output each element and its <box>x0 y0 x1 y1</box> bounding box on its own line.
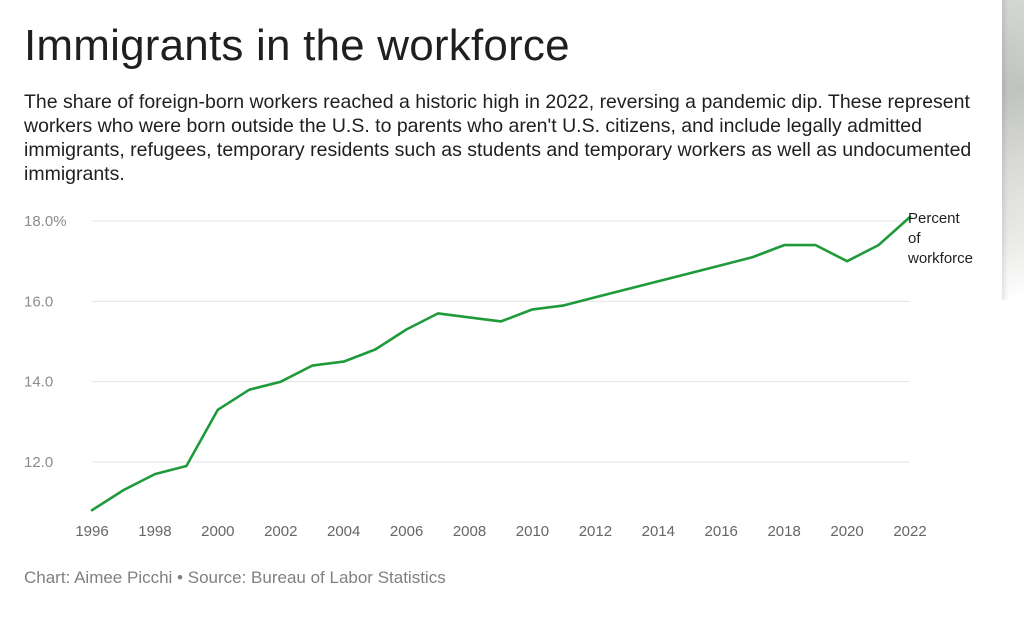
data-point <box>751 255 755 259</box>
x-tick-label: 2020 <box>830 523 863 540</box>
data-point <box>247 388 251 392</box>
series-group <box>90 215 912 512</box>
adjacent-image-edge <box>1002 0 1024 300</box>
chart-subtitle: The share of foreign-born workers reache… <box>24 91 972 185</box>
data-point <box>184 464 188 468</box>
data-point <box>90 508 94 512</box>
x-tick-label: 2002 <box>264 523 297 540</box>
data-point <box>719 263 723 267</box>
series-label: Percent <box>908 210 961 227</box>
x-tick-label: 1998 <box>138 523 171 540</box>
data-point <box>216 408 220 412</box>
data-point <box>153 472 157 476</box>
data-point <box>814 243 818 247</box>
data-point <box>342 360 346 364</box>
data-point <box>405 327 409 331</box>
data-point <box>436 311 440 315</box>
x-tick-label: 2012 <box>579 523 612 540</box>
series-label: of <box>908 230 921 247</box>
y-axis-ticks: 12.0 14.0 16.0 18.0% <box>24 213 67 471</box>
x-tick-label: 2016 <box>705 523 738 540</box>
x-tick-label: 2008 <box>453 523 486 540</box>
data-point <box>530 307 534 311</box>
data-point <box>688 271 692 275</box>
data-point <box>373 348 377 352</box>
x-tick-label: 2000 <box>201 523 234 540</box>
series-line-percent-of-workforce <box>90 215 912 512</box>
y-tick-label: 12.0 <box>24 454 53 471</box>
data-point <box>656 279 660 283</box>
x-tick-label: 1996 <box>75 523 108 540</box>
y-tick-label: 16.0 <box>24 293 53 310</box>
chart-title: Immigrants in the workforce <box>24 21 570 70</box>
x-tick-label: 2014 <box>642 523 675 540</box>
x-tick-label: 2004 <box>327 523 360 540</box>
chart-credit: Chart: Aimee Picchi • Source: Bureau of … <box>24 568 446 587</box>
data-point <box>625 287 629 291</box>
x-tick-label: 2018 <box>767 523 800 540</box>
data-point <box>499 319 503 323</box>
data-point <box>877 243 881 247</box>
line-chart: 12.0 14.0 16.0 18.0% 1996 1998 2000 2002 2004 20… <box>24 210 973 540</box>
data-point <box>310 364 314 368</box>
data-point <box>121 488 125 492</box>
x-axis-ticks: 1996 1998 2000 2002 2004 2006 2008 2010 2012 2014… <box>75 523 926 540</box>
gridlines <box>92 220 910 463</box>
data-point <box>279 380 283 384</box>
y-tick-label: 18.0% <box>24 213 67 230</box>
x-tick-label: 2010 <box>516 523 549 540</box>
series-label-group: Percent of workforce <box>907 210 973 267</box>
x-tick-label: 2022 <box>893 523 926 540</box>
data-point <box>845 259 849 263</box>
x-tick-label: 2006 <box>390 523 423 540</box>
data-point <box>782 243 786 247</box>
data-point <box>562 303 566 307</box>
data-point <box>468 315 472 319</box>
y-tick-label: 14.0 <box>24 374 53 391</box>
series-label: workforce <box>907 250 973 267</box>
data-point <box>593 295 597 299</box>
